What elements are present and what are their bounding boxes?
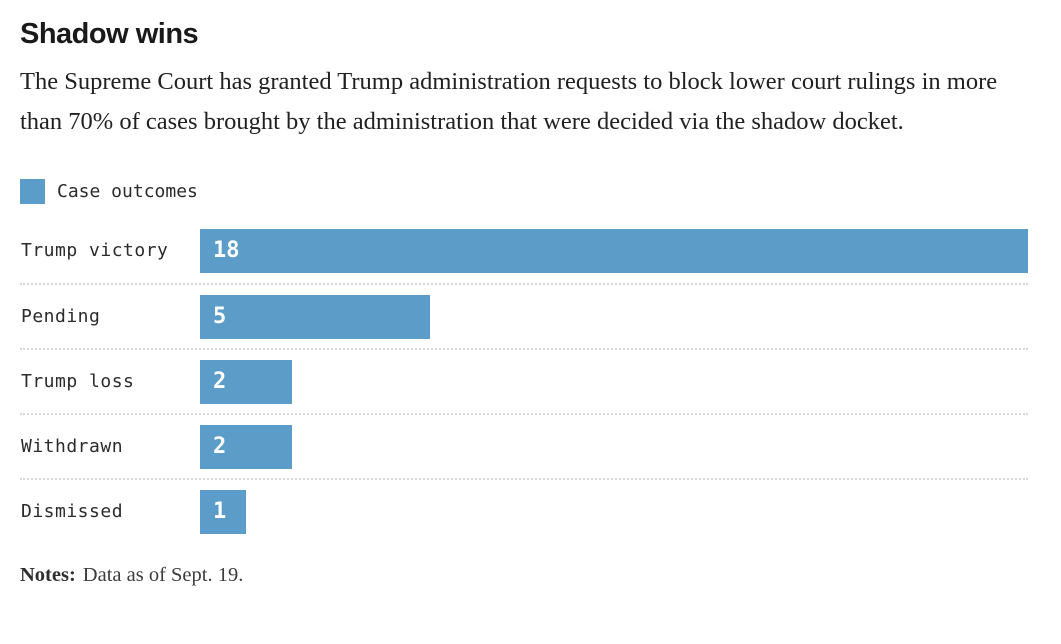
bar: 18: [200, 228, 1028, 273]
category-label: Withdrawn: [21, 436, 124, 458]
category-label: Pending: [21, 306, 101, 328]
bar: 2: [200, 359, 292, 404]
chart-subtitle: The Supreme Court has granted Trump admi…: [20, 68, 998, 136]
bar-track: 1: [200, 489, 1028, 534]
bar-value: 1: [213, 499, 227, 525]
legend-label: Case outcomes: [57, 181, 198, 203]
chart-row: Pending 5: [20, 283, 1028, 348]
bar-track: 18: [200, 228, 1028, 273]
bar: 2: [200, 424, 292, 469]
category-label: Trump loss: [21, 371, 135, 393]
bar: 5: [200, 294, 430, 339]
bar-track: 2: [200, 424, 1028, 469]
page-title: Shadow wins: [20, 18, 199, 50]
chart-row: Withdrawn 2: [20, 413, 1028, 478]
chart-row: Dismissed 1: [20, 478, 1028, 543]
chart-notes: Notes: Data as of Sept. 19.: [20, 564, 1028, 587]
chart-legend: Case outcomes: [20, 179, 1028, 205]
bar-track: 5: [200, 294, 1028, 339]
bar: 1: [200, 489, 246, 534]
category-label: Dismissed: [21, 501, 124, 523]
bar-value: 18: [213, 238, 240, 264]
notes-label: Notes:: [20, 564, 76, 587]
category-label: Trump victory: [21, 240, 169, 262]
bar-value: 5: [213, 304, 227, 330]
bar-chart: Trump victory 18 Pending 5 Trump loss 2 Withdr…: [20, 218, 1028, 543]
notes-text: Data as of Sept. 19.: [82, 564, 244, 587]
chart-row: Trump victory 18: [20, 218, 1028, 283]
chart-row: Trump loss 2: [20, 348, 1028, 413]
bar-value: 2: [213, 434, 227, 460]
bar-track: 2: [200, 359, 1028, 404]
bar-value: 2: [213, 369, 227, 395]
legend-swatch: [20, 179, 45, 205]
